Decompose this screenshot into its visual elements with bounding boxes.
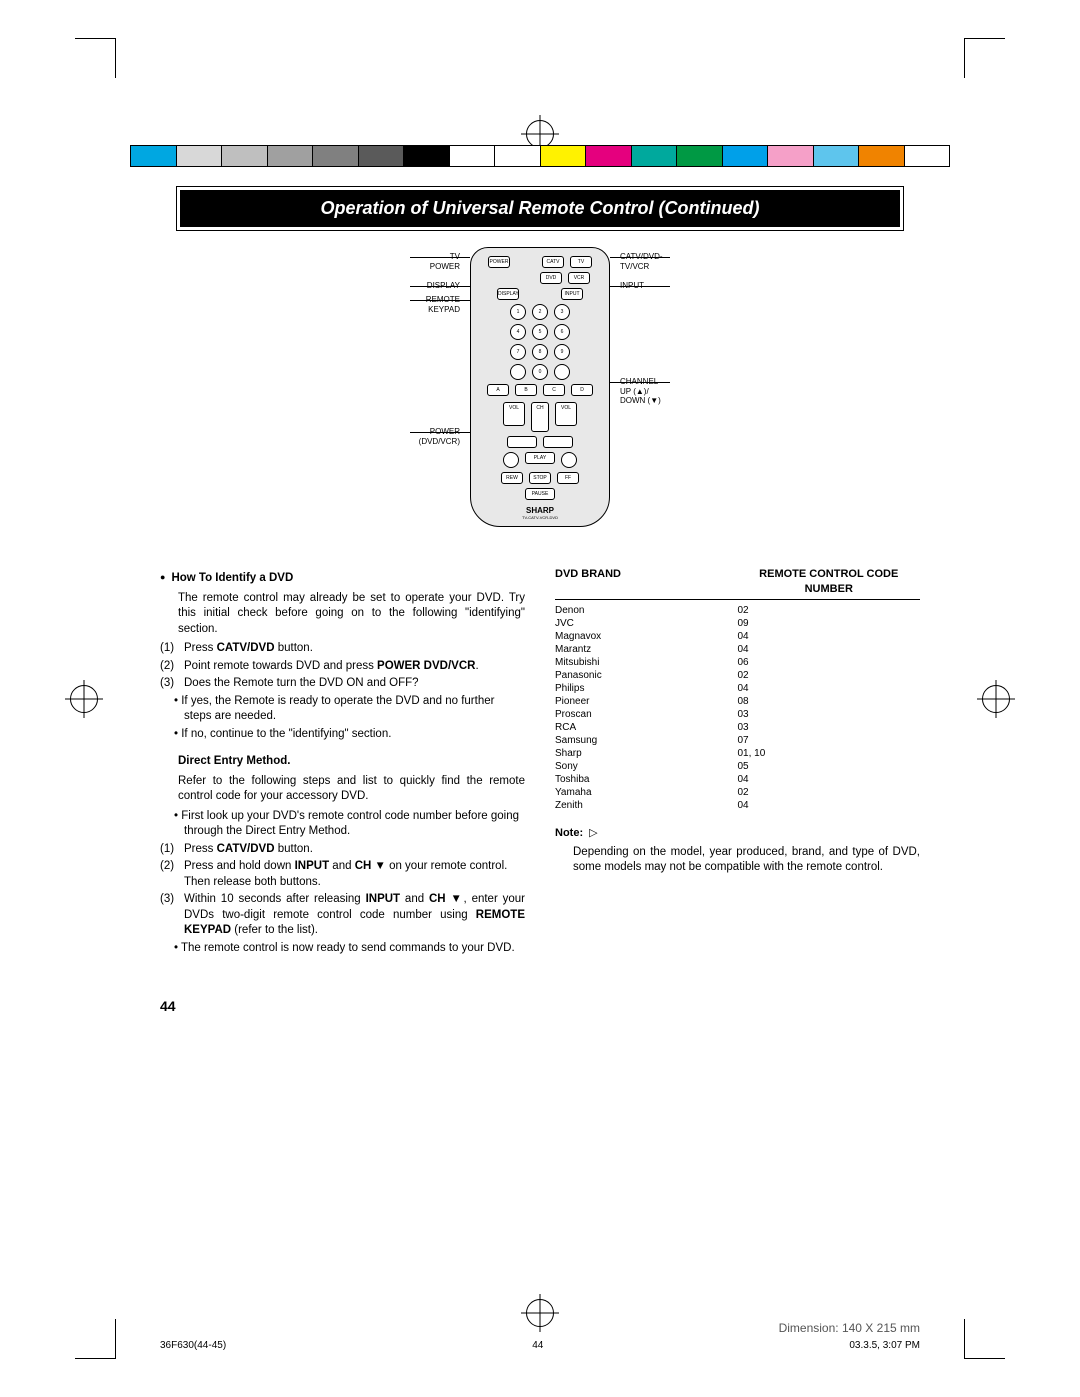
footer-right: 03.3.5, 3:07 PM bbox=[849, 1340, 920, 1351]
callout-label: POWER(DVD/VCR) bbox=[340, 427, 460, 446]
direct-entry-intro: Refer to the following steps and list to… bbox=[160, 774, 525, 805]
callout-label: TVPOWER bbox=[340, 252, 460, 271]
remote-button: POWER bbox=[488, 256, 510, 268]
remote-illustration: POWER CATV TV DVD VCR DISPLAY INPUT 123 … bbox=[160, 247, 920, 547]
table-row: Mitsubishi06 bbox=[555, 656, 920, 669]
callout-label: REMOTEKEYPAD bbox=[340, 295, 460, 314]
table-row: Marantz04 bbox=[555, 643, 920, 656]
color-swatch bbox=[540, 145, 586, 167]
color-swatch bbox=[221, 145, 267, 167]
crop-mark bbox=[964, 38, 965, 78]
color-swatch bbox=[767, 145, 813, 167]
color-swatch bbox=[904, 145, 951, 167]
color-swatch bbox=[676, 145, 722, 167]
remote-logo: SHARP bbox=[479, 506, 601, 515]
note-text: Depending on the model, year produced, b… bbox=[555, 845, 920, 876]
color-swatch bbox=[358, 145, 404, 167]
color-swatch bbox=[494, 145, 540, 167]
right-column: DVD BRAND REMOTE CONTROL CODE NUMBER Den… bbox=[555, 567, 920, 958]
content-columns: How To Identify a DVD The remote control… bbox=[160, 567, 920, 958]
remote-button: DVD bbox=[540, 272, 562, 284]
footer-left: 36F630(44-45) bbox=[160, 1340, 226, 1351]
heading-identify-dvd: How To Identify a DVD bbox=[160, 571, 525, 587]
crop-mark bbox=[965, 1358, 1005, 1359]
left-column: How To Identify a DVD The remote control… bbox=[160, 567, 525, 958]
color-swatch bbox=[267, 145, 313, 167]
table-row: Samsung07 bbox=[555, 734, 920, 747]
footer: 36F630(44-45) 44 03.3.5, 3:07 PM bbox=[160, 1340, 920, 1351]
table-row: RCA03 bbox=[555, 721, 920, 734]
sub-bullet: The remote control is now ready to send … bbox=[160, 941, 525, 957]
table-header-brand: DVD BRAND bbox=[555, 567, 738, 597]
page-title: Operation of Universal Remote Control (C… bbox=[180, 190, 900, 227]
color-swatch bbox=[585, 145, 631, 167]
color-swatch bbox=[631, 145, 677, 167]
color-swatch bbox=[722, 145, 768, 167]
footer-mid: 44 bbox=[532, 1340, 543, 1351]
table-row: Panasonic02 bbox=[555, 669, 920, 682]
note-label: Note: bbox=[555, 826, 583, 841]
color-swatch bbox=[813, 145, 859, 167]
color-swatch bbox=[449, 145, 495, 167]
crop-mark bbox=[964, 1319, 965, 1359]
crop-mark bbox=[115, 38, 116, 78]
registration-target bbox=[70, 685, 98, 713]
registration-target bbox=[526, 120, 554, 148]
page-content: Operation of Universal Remote Control (C… bbox=[160, 190, 920, 1307]
intro-text: The remote control may already be set to… bbox=[160, 591, 525, 638]
table-row: Proscan03 bbox=[555, 708, 920, 721]
color-swatch bbox=[176, 145, 222, 167]
step-item: (1)Press CATV/DVD button. bbox=[160, 842, 525, 858]
remote-model: TV-CATV-VCR-DVD bbox=[479, 515, 601, 520]
remote-button: TV bbox=[570, 256, 592, 268]
color-swatch bbox=[403, 145, 449, 167]
dimension-label: Dimension: 140 X 215 mm bbox=[779, 1321, 920, 1335]
registration-target bbox=[982, 685, 1010, 713]
step-item: (3)Does the Remote turn the DVD ON and O… bbox=[160, 676, 525, 692]
color-registration-bar bbox=[130, 145, 950, 167]
heading-direct-entry: Direct Entry Method. bbox=[160, 754, 525, 770]
page-number: 44 bbox=[160, 998, 920, 1014]
note-row: Note: ▷ bbox=[555, 826, 920, 841]
remote-button: CATV bbox=[542, 256, 564, 268]
table-row: JVC09 bbox=[555, 617, 920, 630]
step-item: (3)Within 10 seconds after releasing INP… bbox=[160, 892, 525, 939]
table-header-code: REMOTE CONTROL CODE NUMBER bbox=[738, 567, 921, 597]
table-row: Denon02 bbox=[555, 604, 920, 617]
sub-bullet: If no, continue to the "identifying" sec… bbox=[160, 727, 525, 743]
crop-mark bbox=[75, 38, 115, 39]
table-row: Toshiba04 bbox=[555, 773, 920, 786]
color-swatch bbox=[130, 145, 176, 167]
table-row: Sony05 bbox=[555, 760, 920, 773]
step-item: (1)Press CATV/DVD button. bbox=[160, 641, 525, 657]
step-item: (2)Point remote towards DVD and press PO… bbox=[160, 659, 525, 675]
sub-bullet: First look up your DVD's remote control … bbox=[160, 809, 525, 840]
table-row: Yamaha02 bbox=[555, 786, 920, 799]
dvd-code-table: DVD BRAND REMOTE CONTROL CODE NUMBER Den… bbox=[555, 567, 920, 812]
crop-mark bbox=[115, 1319, 116, 1359]
note-arrow-icon: ▷ bbox=[589, 826, 597, 841]
table-row: Zenith04 bbox=[555, 799, 920, 812]
color-swatch bbox=[858, 145, 904, 167]
crop-mark bbox=[965, 38, 1005, 39]
table-row: Sharp01, 10 bbox=[555, 747, 920, 760]
remote-body: POWER CATV TV DVD VCR DISPLAY INPUT 123 … bbox=[470, 247, 610, 527]
callout-label: CATV/DVD-TV/VCR bbox=[620, 252, 663, 271]
table-row: Pioneer08 bbox=[555, 695, 920, 708]
sub-bullet: If yes, the Remote is ready to operate t… bbox=[160, 694, 525, 725]
remote-button: VCR bbox=[568, 272, 590, 284]
table-row: Philips04 bbox=[555, 682, 920, 695]
color-swatch bbox=[312, 145, 358, 167]
remote-button: DISPLAY bbox=[497, 288, 519, 300]
step-item: (2)Press and hold down INPUT and CH ▼ on… bbox=[160, 859, 525, 890]
remote-button: INPUT bbox=[561, 288, 583, 300]
table-row: Magnavox04 bbox=[555, 630, 920, 643]
crop-mark bbox=[75, 1358, 115, 1359]
